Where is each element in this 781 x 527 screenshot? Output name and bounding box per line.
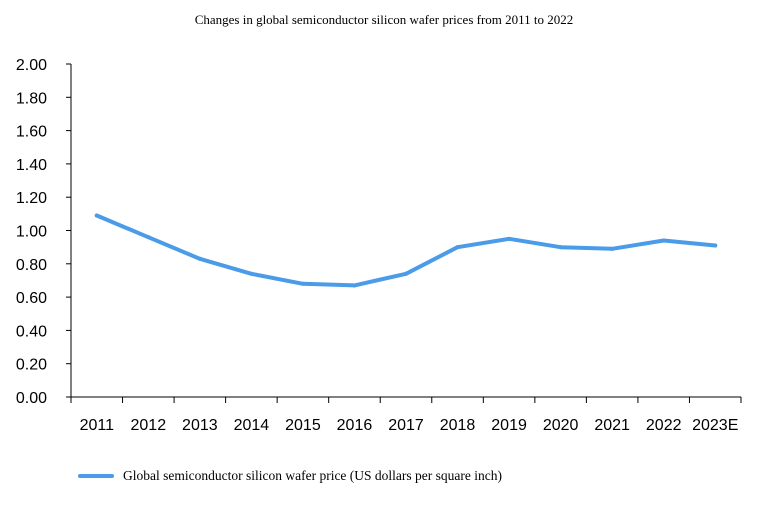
y-tick-label: 1.00 [16, 224, 47, 241]
data-point [352, 283, 357, 288]
data-point [197, 256, 202, 261]
x-tick-label: 2014 [234, 417, 270, 434]
data-point [713, 243, 718, 248]
chart-title: Changes in global semiconductor silicon … [195, 12, 574, 27]
y-tick-label: 1.20 [16, 190, 47, 207]
data-point [146, 235, 151, 240]
x-tick-label: 2021 [594, 417, 630, 434]
x-tick-label: 2022 [646, 417, 682, 434]
x-tick-label: 2018 [440, 417, 476, 434]
y-tick-label: 0.40 [16, 323, 47, 340]
x-axis: 2011 2012 2013 2014 2015 2016 2017 2018 2019 2020… [70, 396, 742, 434]
x-tick-label: 2016 [337, 417, 373, 434]
y-tick-label: 0.20 [16, 357, 47, 374]
x-tick-label: 2020 [543, 417, 579, 434]
data-point [249, 271, 254, 276]
series-group [94, 213, 718, 288]
data-point [94, 213, 99, 218]
y-tick-label: 2.00 [16, 57, 47, 74]
x-tick-label: 2023E [692, 417, 738, 434]
data-point [558, 245, 563, 250]
x-tick-label: 2011 [80, 417, 115, 434]
x-tick-label: 2017 [388, 417, 424, 434]
y-tick-label: 1.60 [16, 124, 47, 141]
data-point [404, 271, 408, 276]
y-tick-label: 0.60 [16, 290, 47, 307]
data-point [300, 281, 305, 286]
y-tick-label: 1.40 [16, 157, 47, 174]
y-axis: 0.00 0.20 0.40 0.60 0.80 1.00 1.20 1.40 1.60 1.80… [16, 57, 72, 407]
y-tick-label: 1.80 [16, 90, 47, 107]
data-point [610, 246, 615, 251]
x-tick-label: 2012 [131, 417, 167, 434]
y-tick-label: 0.00 [16, 390, 47, 407]
x-tick-label: 2015 [285, 417, 321, 434]
legend-label: Global semiconductor silicon wafer price… [123, 468, 502, 483]
data-point [507, 236, 512, 241]
legend: Global semiconductor silicon wafer price… [78, 468, 502, 483]
x-tick-label: 2019 [491, 417, 527, 434]
x-tick-label: 2013 [182, 417, 218, 434]
data-point [661, 238, 666, 243]
y-tick-label: 0.80 [16, 257, 47, 274]
data-point [455, 245, 460, 250]
